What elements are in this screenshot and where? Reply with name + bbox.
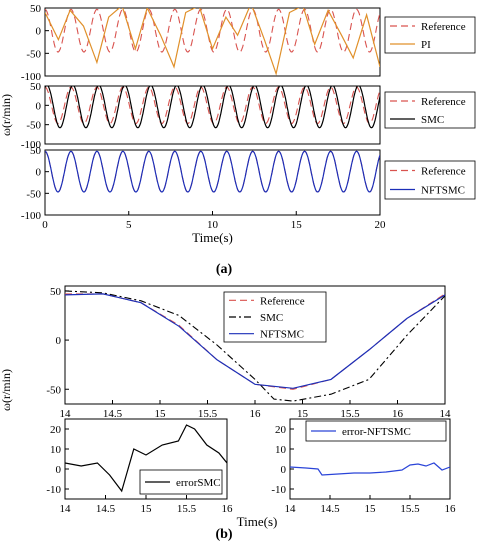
series-line-errorsmc [65, 424, 227, 493]
x-tick-label: 16 [392, 408, 404, 420]
x-tick-label: 14 [60, 408, 72, 420]
y-tick-label: -50 [26, 120, 41, 132]
y-tick-label: -100 [21, 139, 42, 151]
y-axis-label: ω(r/min) [0, 369, 13, 411]
legend-label: Reference [260, 295, 305, 307]
chart-a-pi: 50 0 -50 -100 Reference PI [21, 3, 476, 83]
y-tick-label: -100 [21, 210, 42, 222]
x-tick-label: 14.5 [103, 408, 123, 420]
x-tick-label: 15 [155, 408, 167, 420]
series-line-nftsmc [65, 293, 445, 389]
y-tick-label: -50 [26, 48, 41, 60]
x-tick-label: 16 [250, 408, 262, 420]
y-tick-label: -10 [46, 484, 61, 496]
x-tick-label: 14 [60, 503, 72, 515]
x-tick-label: 0 [42, 219, 48, 231]
plot-frame [44, 85, 381, 145]
legend-box [384, 91, 476, 129]
legend-label: Reference [421, 166, 466, 178]
series-line-pi [45, 8, 380, 76]
x-tick-label: 15 [291, 219, 303, 231]
y-tick-label: 0 [281, 464, 287, 476]
x-tick-label: 16 [445, 503, 457, 515]
legend-label: NFTSMC [260, 329, 304, 341]
x-tick-label: 15.5 [340, 408, 360, 420]
x-tick-label: 14 [285, 503, 297, 515]
chart-a-smc: 50 0 -50 -100 ω(r/min) Reference SMC [0, 81, 476, 151]
legend-box [384, 16, 476, 54]
legend-box [384, 160, 476, 200]
x-axis-label: Time(s) [192, 230, 233, 245]
x-tick-label: 14 [440, 408, 452, 420]
legend-label: PI [421, 39, 431, 51]
chart-b-error-nftsmc: 20 10 0 -10 14 14.5 15 15.5 16 error-NFTSMC [271, 418, 457, 515]
y-tick-label: 10 [50, 444, 62, 456]
y-tick-label: 50 [30, 145, 42, 157]
series-line-smc [65, 290, 445, 402]
legend-box [305, 420, 447, 442]
legend-label: error-NFTSMC [342, 426, 411, 438]
x-tick-label: 15.5 [198, 408, 218, 420]
x-axis-label: Time(s) [237, 514, 278, 529]
y-tick-label: 0 [36, 100, 42, 112]
series-line-reference [45, 8, 380, 53]
y-tick-label: 0 [56, 335, 62, 347]
y-tick-label: 0 [36, 167, 42, 179]
y-tick-label: 0 [36, 26, 42, 38]
legend-label: SMC [260, 312, 283, 324]
x-tick-label: 14.5 [96, 503, 116, 515]
x-tick-label: 15 [297, 408, 309, 420]
legend-label: SMC [421, 114, 444, 126]
plot-frame [44, 149, 381, 216]
y-tick-label: 20 [50, 424, 62, 436]
series-line-error-nftsmc [290, 462, 450, 476]
legend-label: Reference [421, 21, 466, 33]
y-tick-label: -50 [46, 384, 61, 396]
x-tick-label: 10 [207, 219, 219, 231]
panel-label-a: (a) [216, 262, 233, 277]
chart-b-zoom: 50 0 -50 14 14.5 15 15.5 16 15 15.5 16 14 ω(r/min) Re… [0, 285, 452, 420]
x-tick-label: 5 [126, 219, 132, 231]
y-tick-label: 0 [56, 464, 62, 476]
y-tick-label: -50 [26, 188, 41, 200]
x-tick-label: 14.5 [320, 503, 340, 515]
y-tick-label: 50 [30, 81, 42, 93]
panel-label-b: (b) [215, 527, 232, 542]
x-tick-label: 15 [141, 503, 153, 515]
legend-label: Reference [421, 96, 466, 108]
y-tick-label: 10 [275, 444, 287, 456]
plot-frame [44, 7, 381, 77]
series-line-smc [45, 86, 380, 129]
y-axis-label: ω(r/min) [0, 94, 13, 136]
y-tick-label: 50 [30, 3, 42, 15]
y-tick-label: 20 [275, 424, 287, 436]
y-tick-label: 50 [50, 286, 62, 298]
x-tick-label: 15.5 [177, 503, 197, 515]
y-tick-label: -10 [271, 484, 286, 496]
x-tick-label: 15 [365, 503, 377, 515]
x-tick-label: 15.5 [400, 503, 420, 515]
y-tick-label: -100 [21, 71, 42, 83]
series-line-reference [45, 150, 380, 193]
x-tick-label: 20 [375, 219, 387, 231]
series-line-nftsmc [45, 150, 380, 193]
legend-label: NFTSMC [421, 185, 465, 197]
x-tick-label: 16 [222, 503, 234, 515]
legend-label: errorSMC [176, 477, 221, 489]
